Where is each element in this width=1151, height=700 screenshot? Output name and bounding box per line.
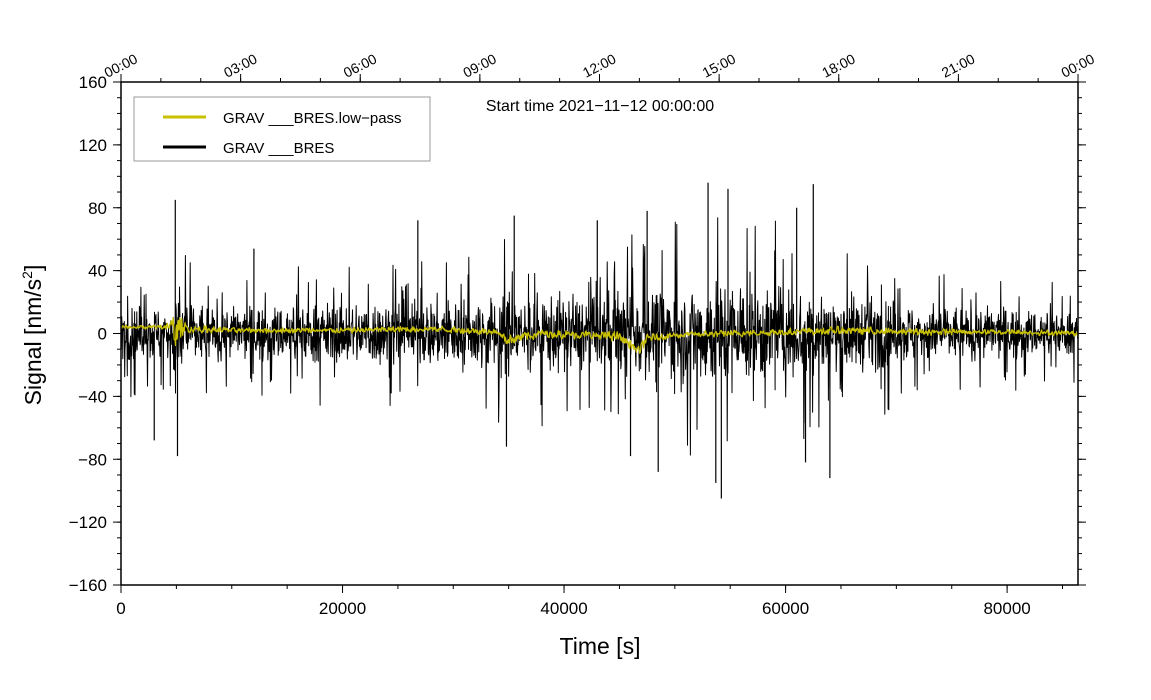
x-tick-label-2: 40000 [540, 599, 587, 618]
y-tick-label-1: 120 [79, 136, 107, 155]
x-tick-label-4: 80000 [983, 599, 1030, 618]
series-raw-line [120, 217, 1079, 456]
y-tick-label-3: 40 [88, 262, 107, 281]
plot-area [120, 81, 1079, 586]
y-axis-title-sup: 2 [19, 271, 35, 279]
legend-box [133, 96, 431, 162]
legend-label-low-pass: GRAV ___BRES.low−pass [223, 110, 402, 127]
y-tick-label-0: 160 [79, 73, 107, 92]
legend: GRAV ___BRES.low−pass GRAV ___BRES [133, 96, 431, 162]
y-tick-label-8: −160 [69, 576, 107, 595]
y-axis-title: Signal [nm/s2] [19, 265, 46, 406]
start-time-annotation: Start time 2021−11−12 00:00:00 [486, 98, 714, 115]
y-tick-label-4: 0 [98, 325, 107, 344]
x-tick-label-0: 0 [116, 599, 125, 618]
series-layer [120, 182, 1079, 499]
x-tick-label-1: 20000 [319, 599, 366, 618]
x-axis-title: Time [s] [560, 633, 641, 659]
y-axis-title-main: Signal [nm/s [20, 279, 46, 406]
legend-label-raw: GRAV ___BRES [223, 140, 334, 157]
series-low-pass-line [120, 316, 1079, 354]
y-axis-title-end: ] [20, 265, 46, 271]
y-tick-label-6: −80 [78, 450, 107, 469]
y-tick-label-2: 80 [88, 199, 107, 218]
x-tick-label-3: 60000 [762, 599, 809, 618]
y-tick-label-5: −40 [78, 387, 107, 406]
y-tick-label-7: −120 [69, 513, 107, 532]
